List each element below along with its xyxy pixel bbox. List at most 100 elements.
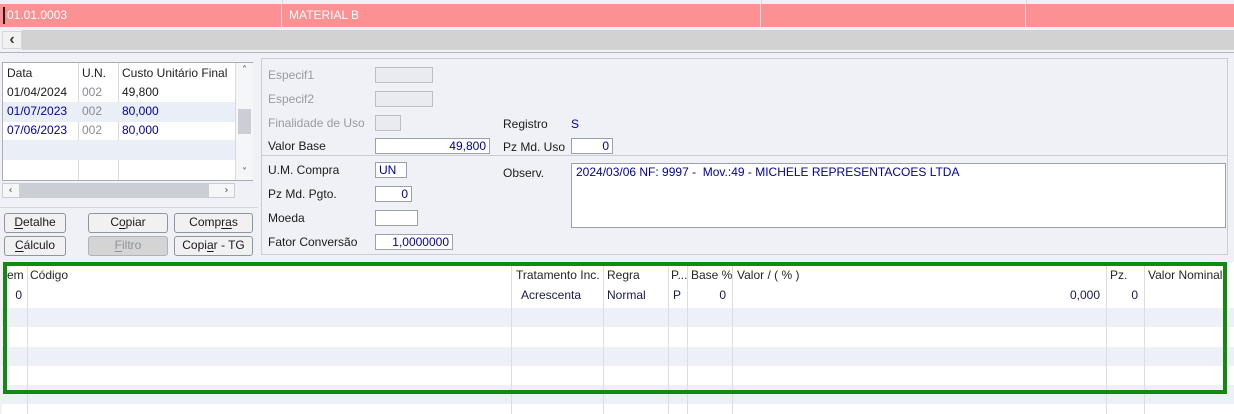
column-divider	[1144, 263, 1145, 414]
table-row[interactable]: 01/07/2023 002 80,000	[3, 102, 235, 122]
scroll-right-icon[interactable]: ›	[224, 185, 229, 196]
cell-un: 002	[82, 85, 103, 99]
observ-label: Observ.	[503, 166, 545, 180]
registro-label: Registro	[503, 117, 548, 131]
detalhe-button[interactable]: Detalhe	[4, 213, 66, 233]
form-groupbox-bottom	[261, 155, 1228, 255]
grid-header-base[interactable]: Base %	[691, 268, 733, 282]
column-header-un[interactable]: U.N.	[82, 66, 106, 80]
valor-base-field[interactable]	[375, 138, 490, 154]
cell-custo: 80,000	[122, 104, 159, 118]
scroll-down-icon[interactable]: ˅	[242, 167, 247, 178]
scroll-up-icon[interactable]: ˄	[242, 65, 247, 76]
column-header-data[interactable]: Data	[7, 66, 33, 80]
table-row[interactable]	[3, 140, 235, 160]
grid-cell-regra[interactable]: Normal	[607, 288, 646, 302]
divider	[0, 207, 258, 208]
table-row[interactable]: 07/06/2023 002 80,000	[3, 121, 235, 141]
grid-cell-p[interactable]: P	[673, 288, 682, 302]
finalidade-uso-label: Finalidade de Uso	[268, 116, 365, 130]
record-header-row: 01.01.0003 MATERIAL B	[0, 4, 1234, 27]
scroll-left-icon[interactable]: ‹	[8, 185, 13, 196]
cell-data: 07/06/2023	[7, 123, 68, 137]
pz-md-uso-field[interactable]	[571, 138, 613, 154]
grid-empty-row[interactable]	[2, 327, 1234, 347]
moeda-label: Moeda	[268, 211, 305, 225]
column-divider	[732, 263, 733, 414]
grid-header-band	[2, 262, 1234, 308]
column-divider	[668, 263, 669, 414]
especif2-field[interactable]	[375, 91, 433, 107]
vertical-scrollbar[interactable]: ˄ ˅	[235, 63, 253, 180]
grid-cell-tratamento[interactable]: Acrescenta	[521, 288, 582, 302]
column-header-custo[interactable]: Custo Unitário Final	[122, 66, 228, 80]
grid-empty-row[interactable]	[2, 404, 1234, 414]
grid-cell-valor[interactable]: 0,000	[1069, 288, 1100, 302]
observ-field[interactable]: 2024/03/06 NF: 9997 - Mov.:49 - MICHELE …	[571, 163, 1226, 228]
top-strip	[0, 0, 1234, 4]
grid-divider	[282, 0, 283, 4]
valor-base-label: Valor Base	[268, 139, 326, 153]
grid-cell-item[interactable]: 0	[15, 288, 22, 302]
horizontal-scrollbar[interactable]: ‹ ›	[2, 183, 235, 198]
cell-custo: 80,000	[122, 123, 159, 137]
calculo-button[interactable]: Cálculo	[4, 236, 66, 256]
finalidade-uso-field[interactable]	[375, 115, 401, 131]
record-empty-cell-1[interactable]	[761, 4, 1026, 27]
table-row[interactable]	[3, 159, 235, 179]
table-row[interactable]: 01/04/2024 002 49,800	[3, 83, 235, 103]
grid-header-valor-nominal[interactable]: Valor Nominal	[1148, 268, 1223, 282]
copiar-button[interactable]: Copiar	[88, 213, 168, 233]
grid-header-valor[interactable]: Valor / ( % )	[737, 268, 800, 282]
pz-md-uso-label: Pz Md. Uso	[503, 140, 566, 154]
divider	[0, 52, 1234, 53]
pz-md-pgto-field[interactable]	[375, 186, 412, 202]
cell-data: 01/04/2024	[7, 85, 68, 99]
grid-empty-row[interactable]	[2, 366, 1234, 385]
grid-cell-base[interactable]: 0	[719, 288, 726, 302]
grid-divider	[1026, 0, 1027, 4]
filtro-button: Filtro	[88, 236, 168, 256]
compras-button[interactable]: Compras	[174, 213, 253, 233]
especif2-label: Especif2	[268, 92, 315, 106]
cell-un: 002	[82, 123, 103, 137]
text-caret	[3, 7, 5, 24]
especif1-field[interactable]	[375, 67, 433, 83]
chevron-left-icon: ‹	[9, 31, 15, 48]
column-divider	[687, 263, 688, 414]
grid-header-item[interactable]: em	[7, 268, 24, 282]
column-divider	[1106, 263, 1107, 414]
fator-conversao-label: Fator Conversão	[268, 235, 358, 249]
grid-divider	[761, 0, 762, 4]
um-compra-field[interactable]	[375, 162, 407, 178]
grid-header-codigo[interactable]: Código	[30, 268, 69, 282]
scroll-left-button[interactable]: ‹	[2, 31, 22, 49]
record-description-cell[interactable]: MATERIAL B	[282, 4, 761, 27]
cell-un: 002	[82, 104, 103, 118]
grid-header-p[interactable]: P...	[671, 268, 688, 282]
grid-header-pz[interactable]: Pz.	[1110, 268, 1128, 282]
record-empty-cell-2[interactable]	[1026, 4, 1234, 27]
scrollbar-thumb[interactable]	[19, 184, 209, 197]
moeda-field[interactable]	[375, 210, 418, 226]
fator-conversao-field[interactable]	[375, 234, 453, 250]
especif1-label: Especif1	[268, 68, 315, 82]
cell-data: 01/07/2023	[7, 104, 68, 118]
scrollbar-thumb[interactable]	[238, 109, 251, 134]
copiar-tg-button[interactable]: Copiar - TG	[174, 236, 253, 256]
grid-empty-row[interactable]	[2, 308, 1234, 327]
grid-header-tratamento[interactable]: Tratamento Inc.	[516, 268, 600, 282]
record-code-cell[interactable]: 01.01.0003	[0, 4, 282, 27]
cell-custo: 49,800	[122, 85, 159, 99]
price-history-table: Data U.N. Custo Unitário Final 01/04/202…	[2, 62, 253, 181]
tab-scroll-track[interactable]	[22, 30, 1234, 50]
pz-md-pgto-label: Pz Md. Pgto.	[268, 187, 337, 201]
grid-empty-row[interactable]	[2, 347, 1234, 366]
grid-cell-pz[interactable]: 0	[1131, 288, 1138, 302]
um-compra-label: U.M. Compra	[268, 163, 340, 177]
grid-empty-row[interactable]	[2, 385, 1234, 404]
column-divider	[511, 263, 512, 414]
registro-value: S	[571, 117, 580, 131]
grid-header-regra[interactable]: Regra	[607, 268, 640, 282]
